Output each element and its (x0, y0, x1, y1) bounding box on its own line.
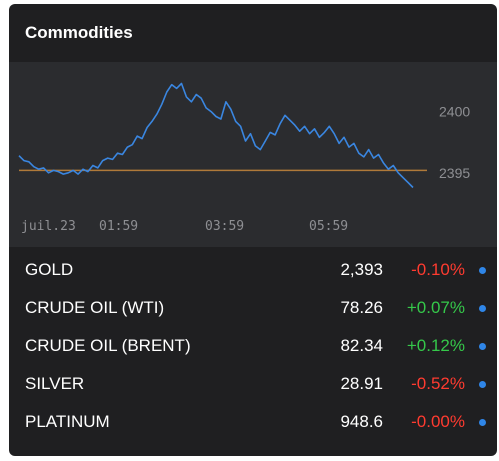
commodity-change: +0.12% (406, 336, 465, 355)
commodity-change: -0.10% (411, 260, 465, 279)
commodity-price: 28.91 (340, 374, 383, 393)
commodity-name: CRUDE OIL (BRENT) (25, 336, 191, 355)
widget-title: Commodities (25, 23, 133, 42)
y-tick-label: 2395 (439, 165, 470, 181)
commodity-row-crude-oil-brent[interactable]: CRUDE OIL (BRENT) 82.34 +0.12% (9, 327, 497, 365)
status-dot-icon (479, 418, 486, 426)
x-tick-label: 05:59 (309, 219, 348, 234)
widget-header: Commodities (9, 4, 497, 62)
commodity-change: +0.07% (406, 298, 465, 317)
status-dot-icon (479, 380, 486, 388)
commodity-change: -0.00% (411, 412, 465, 431)
price-series-line (18, 82, 414, 189)
commodity-row-gold[interactable]: GOLD 2,393 -0.10% (9, 251, 497, 289)
commodity-row-platinum[interactable]: PLATINUM 948.6 -0.00% (9, 403, 497, 441)
commodity-price: 2,393 (340, 260, 383, 279)
y-tick-label: 2400 (439, 104, 470, 120)
commodity-list: GOLD 2,393 -0.10% CRUDE OIL (WTI) 78.26 … (9, 251, 497, 441)
price-chart[interactable]: 2400 2395 juil.23 01:59 03:59 05:59 (9, 62, 497, 247)
status-dot-icon (479, 266, 486, 274)
x-tick-label: juil.23 (21, 219, 76, 234)
commodity-row-silver[interactable]: SILVER 28.91 -0.52% (9, 365, 497, 403)
commodities-widget: Commodities 2400 2395 juil.23 01:59 03:59 05:… (9, 4, 497, 456)
commodity-price: 82.34 (340, 336, 383, 355)
chart-svg: 2400 2395 juil.23 01:59 03:59 05:59 (18, 82, 470, 234)
commodity-name: GOLD (25, 260, 74, 279)
commodity-price: 78.26 (340, 298, 383, 317)
status-dot-icon (479, 304, 486, 312)
commodity-row-crude-oil-wti[interactable]: CRUDE OIL (WTI) 78.26 +0.07% (9, 289, 497, 327)
status-dot-icon (479, 342, 486, 350)
commodity-name: SILVER (25, 374, 85, 393)
x-tick-label: 01:59 (99, 219, 138, 234)
commodity-name: PLATINUM (25, 412, 110, 431)
commodity-price: 948.6 (340, 412, 383, 431)
commodity-name: CRUDE OIL (WTI) (25, 298, 165, 317)
commodity-change: -0.52% (411, 374, 465, 393)
x-tick-label: 03:59 (205, 219, 244, 234)
